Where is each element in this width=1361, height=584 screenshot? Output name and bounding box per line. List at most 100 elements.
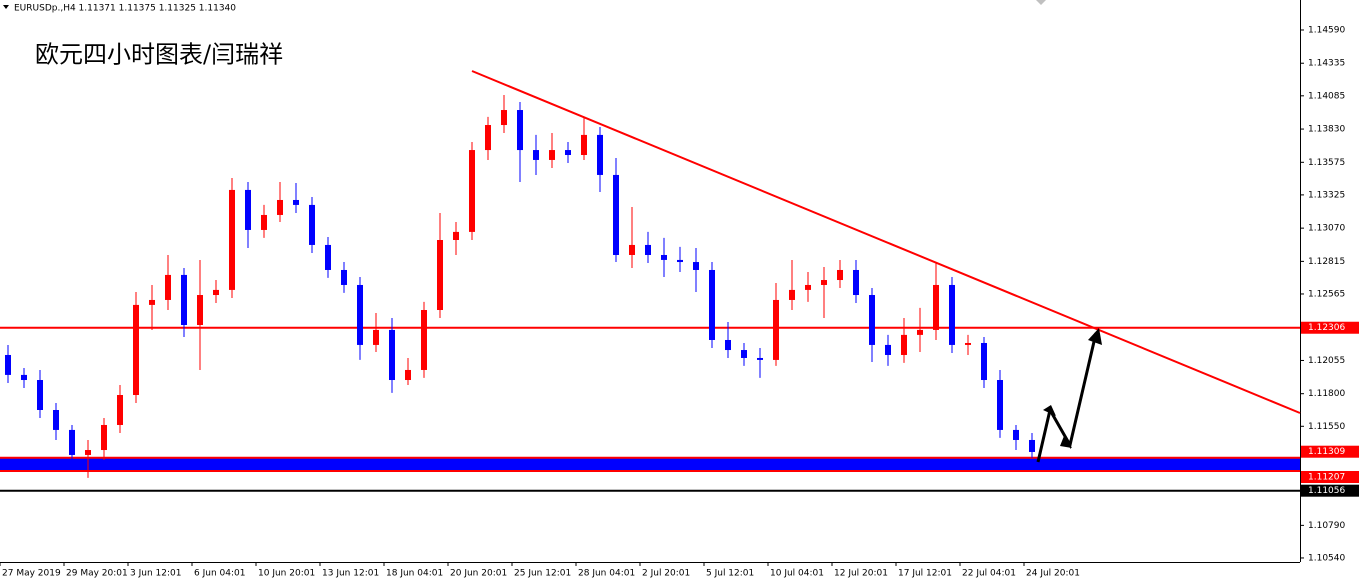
x-tick-label: 6 Jun 04:01 xyxy=(194,569,245,579)
candle-body xyxy=(549,150,555,160)
candle-body xyxy=(149,299,155,305)
x-tick-label: 25 Jun 12:01 xyxy=(514,569,571,579)
candle-body xyxy=(853,269,859,296)
candle-body xyxy=(229,189,235,290)
candle-body xyxy=(469,150,475,232)
candle-body xyxy=(773,299,779,360)
candle-body xyxy=(277,199,283,215)
candle-body xyxy=(37,380,43,410)
candle-body xyxy=(1029,439,1035,452)
candle-body xyxy=(453,231,459,241)
candle-body xyxy=(757,357,763,360)
candle-body xyxy=(485,125,491,151)
candle-body xyxy=(581,134,587,156)
candle-body xyxy=(805,284,811,290)
candle-body xyxy=(597,134,603,175)
candle-body xyxy=(405,369,411,381)
candle-body xyxy=(197,295,203,325)
candle-body xyxy=(981,342,987,381)
y-tick-label: 1.13070 xyxy=(1308,224,1345,234)
arrow-head xyxy=(1088,328,1102,345)
x-tick-label: 24 Jul 20:01 xyxy=(1026,569,1080,579)
x-tick-label: 13 Jun 12:01 xyxy=(322,569,379,579)
menu-triangle xyxy=(3,5,9,9)
candle-body xyxy=(821,280,827,285)
candle-body xyxy=(677,259,683,263)
candle-body xyxy=(837,269,843,281)
candle-body xyxy=(885,344,891,355)
y-tick-label: 1.12815 xyxy=(1308,257,1345,267)
candle-body xyxy=(309,204,315,245)
candle-body xyxy=(997,380,1003,430)
candle-body xyxy=(357,284,363,345)
candle-body xyxy=(661,254,667,260)
candle-body xyxy=(533,150,539,160)
candle-body xyxy=(613,174,619,255)
candle-body xyxy=(901,334,907,355)
x-tick-label: 22 Jul 04:01 xyxy=(962,569,1016,579)
level-label: 1.11056 xyxy=(1308,486,1345,496)
candle-body xyxy=(341,269,347,285)
candle-body xyxy=(725,339,731,351)
candle-body xyxy=(133,304,139,396)
candle-body xyxy=(293,199,299,205)
annotation: 欧元四小时图表/闫瑞祥 xyxy=(35,41,283,69)
y-tick-label: 1.12055 xyxy=(1308,356,1345,366)
candle-body xyxy=(437,240,443,311)
trend-line xyxy=(471,70,1301,414)
candle-body xyxy=(917,329,923,335)
band-label-box xyxy=(1301,471,1359,484)
projection-arrow xyxy=(1036,332,1098,463)
y-tick-label: 1.12565 xyxy=(1308,289,1345,299)
candle-body xyxy=(1013,429,1019,440)
arrow-head xyxy=(1043,405,1056,416)
x-tick-label: 28 Jun 04:01 xyxy=(578,569,635,579)
level-label: 1.12306 xyxy=(1308,323,1345,333)
y-tick-label: 1.13325 xyxy=(1308,190,1345,200)
candle-body xyxy=(949,284,955,345)
candle-body xyxy=(325,244,331,270)
candle-body xyxy=(645,244,651,255)
x-tick-label: 18 Jun 04:01 xyxy=(386,569,443,579)
candle-body xyxy=(165,274,171,300)
y-tick-label: 1.14335 xyxy=(1308,59,1345,69)
candle-body xyxy=(85,450,91,455)
candle-body xyxy=(741,350,747,358)
candle-body xyxy=(693,262,699,270)
y-tick-label: 1.10540 xyxy=(1308,553,1345,563)
candle-body xyxy=(965,342,971,345)
y-tick-label: 1.11800 xyxy=(1308,389,1345,399)
candle-body xyxy=(21,374,27,381)
candle-body xyxy=(261,214,267,230)
y-tick-label: 1.11550 xyxy=(1308,422,1345,432)
candle-body xyxy=(421,310,427,370)
candle-body xyxy=(117,395,123,425)
candle-body xyxy=(517,110,523,151)
candle-body xyxy=(213,289,219,296)
candle-body xyxy=(389,329,395,381)
y-tick-label: 1.14590 xyxy=(1308,25,1345,35)
y-tick-label: 1.13575 xyxy=(1308,158,1345,168)
x-tick-label: 17 Jul 12:01 xyxy=(898,569,952,579)
candle-body xyxy=(373,329,379,345)
candle-body xyxy=(933,284,939,330)
candle-body xyxy=(181,274,187,325)
x-tick-label: 2 Jul 20:01 xyxy=(642,569,690,579)
support-band xyxy=(0,457,1300,472)
candle-body xyxy=(869,295,875,345)
x-tick-label: 20 Jun 20:01 xyxy=(450,569,507,579)
x-tick-label: 29 May 20:01 xyxy=(66,569,128,579)
x-tick-label: 10 Jun 20:01 xyxy=(258,569,315,579)
x-tick-label: 12 Jul 20:01 xyxy=(834,569,888,579)
candle-body xyxy=(53,409,59,430)
x-tick-label: 10 Jul 04:01 xyxy=(770,569,824,579)
candle-body xyxy=(709,269,715,340)
band-label: 1.11309 xyxy=(1308,447,1345,457)
candle-body xyxy=(501,110,507,126)
candle-body xyxy=(5,354,11,375)
y-tick-label: 1.10790 xyxy=(1308,521,1345,531)
band-label-box xyxy=(1301,445,1359,458)
y-tick-label: 1.13830 xyxy=(1308,125,1345,135)
